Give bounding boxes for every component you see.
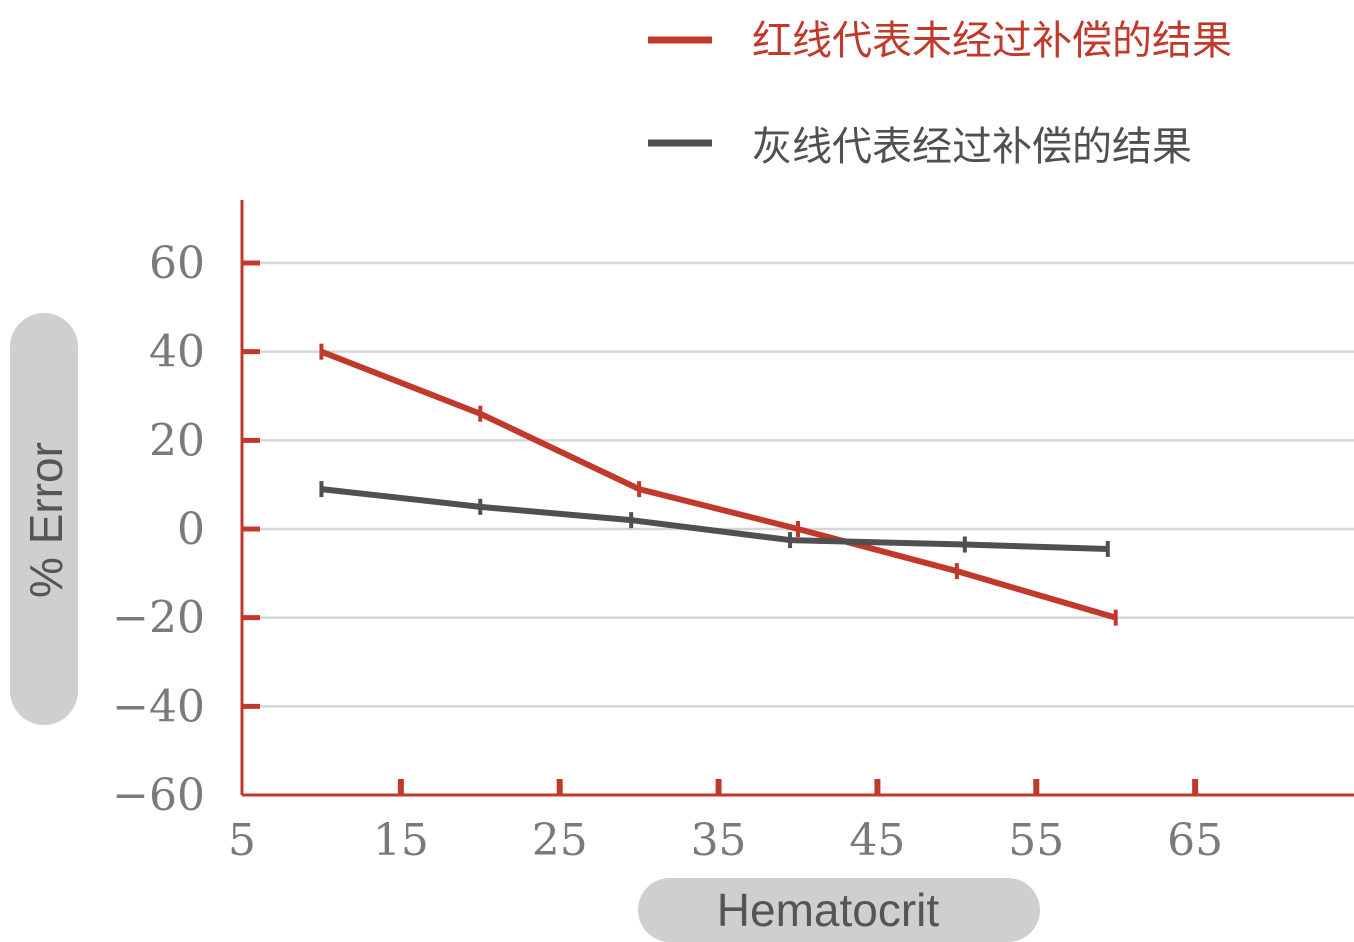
x-axis-title: Hematocrit bbox=[638, 878, 1040, 942]
y-tick-label-3: 0 bbox=[177, 504, 205, 555]
x-tick-label-2: 25 bbox=[532, 815, 588, 866]
series-line-1 bbox=[321, 486, 1108, 552]
x-tick-label-1: 15 bbox=[373, 815, 429, 866]
y-tick-label-5: −40 bbox=[112, 681, 205, 732]
x-tick-label-5: 55 bbox=[1008, 815, 1064, 866]
y-tick-label-2: 20 bbox=[149, 415, 205, 466]
y-tick-label-0: 60 bbox=[149, 238, 205, 289]
x-axis-title-pill bbox=[638, 878, 1040, 942]
y-axis-title-pill bbox=[10, 313, 78, 725]
plot-area: 60 40 20 0 −20 −40 −60 5 15 25 35 45 55 65 bbox=[112, 200, 1354, 866]
series-line-0 bbox=[320, 348, 1117, 621]
legend-label-red: 红线代表未经过补偿的结果 bbox=[752, 18, 1232, 64]
y-axis-title: % Error bbox=[10, 313, 78, 725]
x-tick-label-4: 45 bbox=[849, 815, 905, 866]
legend-label-gray: 灰线代表经过补偿的结果 bbox=[752, 124, 1192, 170]
y-tick-label-6: −60 bbox=[112, 770, 205, 821]
y-tick-label-1: 40 bbox=[149, 327, 205, 378]
y-axis-title-text: % Error bbox=[20, 442, 72, 598]
x-tick-label-0: 5 bbox=[228, 815, 256, 866]
y-tick-label-4: −20 bbox=[112, 593, 205, 644]
x-axis-title-text: Hematocrit bbox=[717, 884, 940, 936]
x-tick-label-3: 35 bbox=[691, 815, 747, 866]
x-tick-label-6: 65 bbox=[1167, 815, 1223, 866]
legend: 红线代表未经过补偿的结果 灰线代表经过补偿的结果 bbox=[648, 18, 1232, 170]
